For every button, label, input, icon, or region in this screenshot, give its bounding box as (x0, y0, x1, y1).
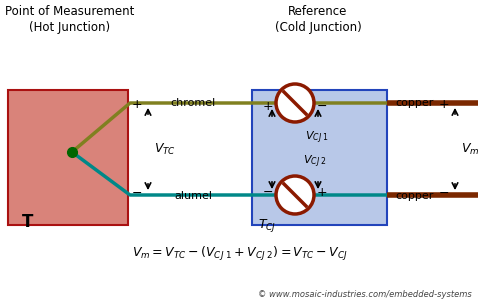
Text: $V_{CJ\ 1}$: $V_{CJ\ 1}$ (304, 130, 328, 146)
Circle shape (276, 84, 313, 122)
Text: −: − (131, 187, 142, 200)
Text: $T_{CJ}$: $T_{CJ}$ (257, 217, 276, 234)
Text: T: T (22, 213, 33, 231)
Text: −: − (316, 100, 326, 112)
Text: $V_{CJ\ 2}$: $V_{CJ\ 2}$ (302, 154, 326, 170)
Text: +: + (437, 98, 448, 112)
Bar (8, 90, 128, 225)
Text: copper: copper (395, 98, 433, 108)
Text: −: − (262, 185, 273, 199)
Text: +: + (131, 98, 142, 112)
Text: −: − (438, 187, 448, 200)
Text: copper: copper (395, 191, 433, 201)
Text: Reference
(Cold Junction): Reference (Cold Junction) (274, 5, 360, 34)
Bar (252, 90, 386, 225)
Text: $V_{TC}$: $V_{TC}$ (154, 141, 176, 157)
Text: +: + (316, 185, 326, 199)
Text: $V_m$: $V_m$ (460, 141, 479, 157)
Text: chromel: chromel (170, 98, 215, 108)
Text: alumel: alumel (174, 191, 212, 201)
Text: © www.mosaic-industries.com/embedded-systems: © www.mosaic-industries.com/embedded-sys… (258, 290, 471, 299)
Circle shape (276, 176, 313, 214)
Text: $V_m = V_{TC} - (V_{CJ\ 1} + V_{CJ\ 2}) = V_{TC} - V_{CJ}$: $V_m = V_{TC} - (V_{CJ\ 1} + V_{CJ\ 2}) … (132, 245, 347, 263)
Text: +: + (262, 100, 273, 112)
Text: Point of Measurement
(Hot Junction): Point of Measurement (Hot Junction) (5, 5, 134, 34)
